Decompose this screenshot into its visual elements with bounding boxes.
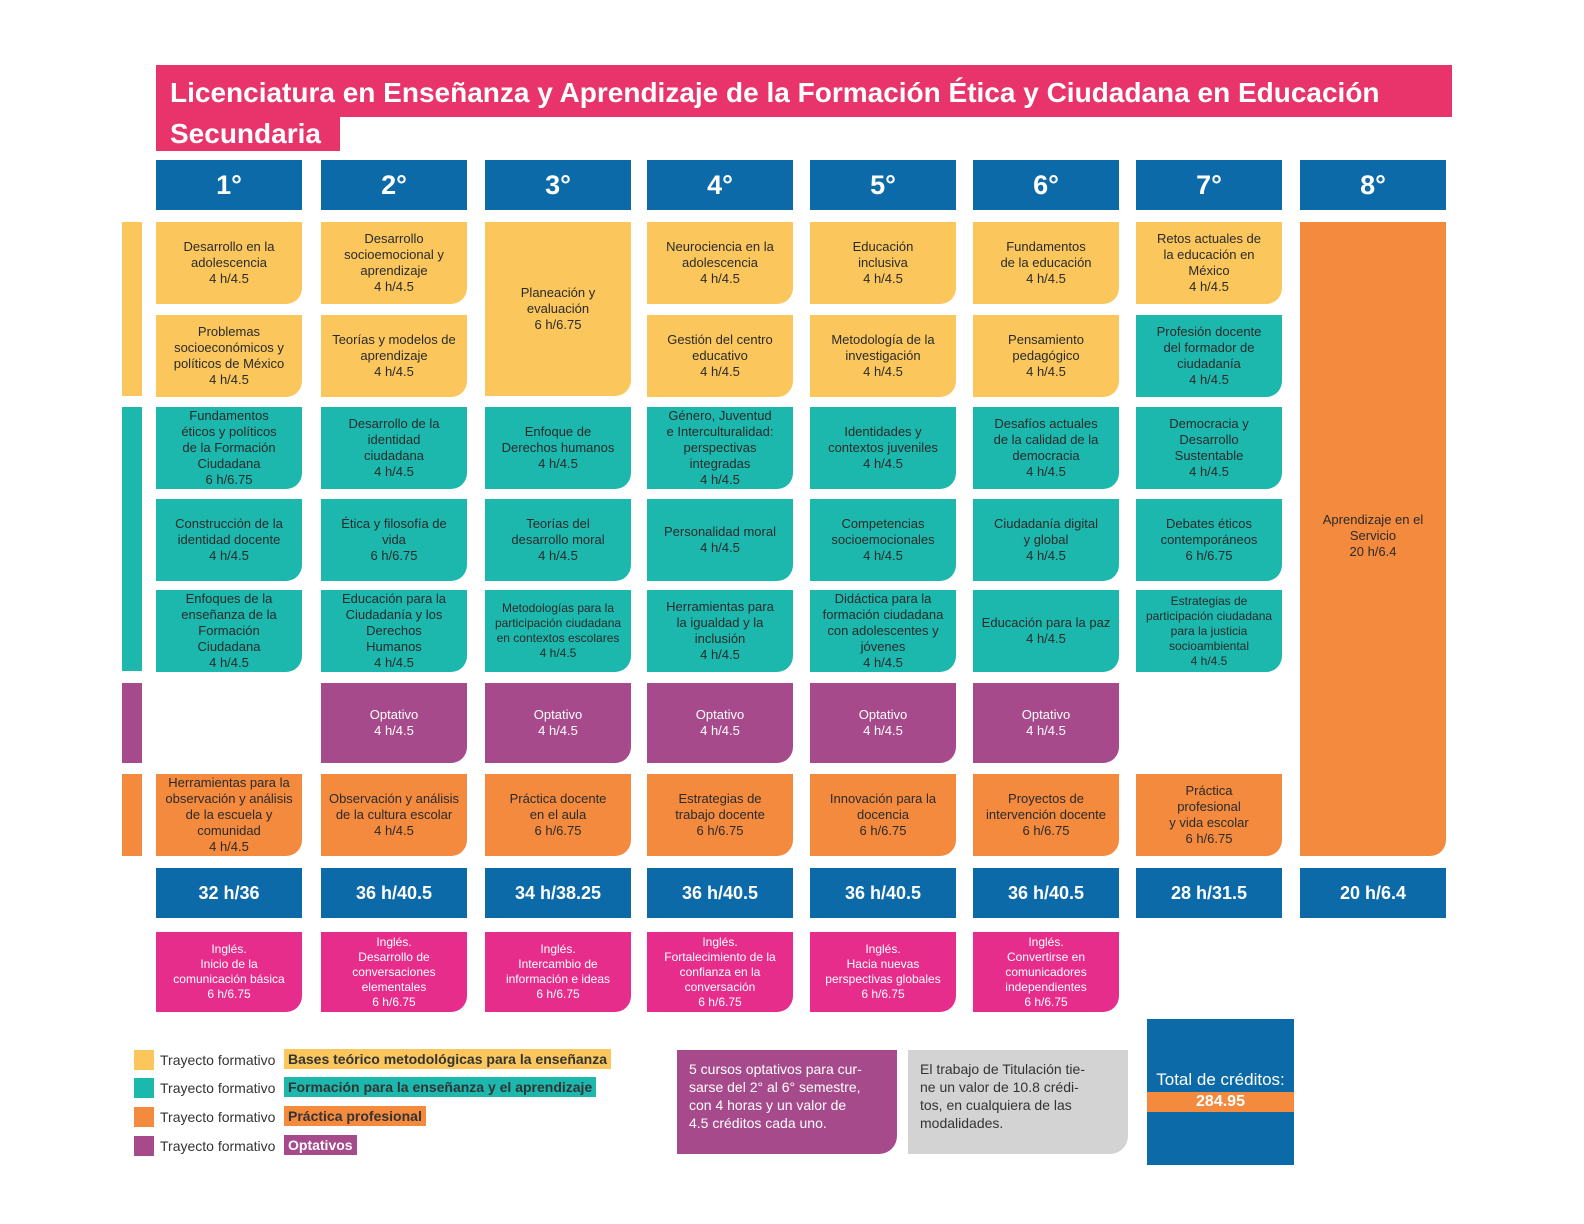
title-line-1: Licenciatura en Enseñanza y Aprendizaje … [170, 77, 1380, 108]
course-card: Desarrollo socioemocional y aprendizaje … [321, 222, 467, 304]
legend-swatch-bases [134, 1050, 154, 1070]
course-card: Democracia y Desarrollo Sustentable 4 h/… [1136, 407, 1282, 489]
title-line-2: Secundaria [170, 118, 321, 149]
semester-total-6: 36 h/40.5 [973, 868, 1119, 918]
semester-total-4: 36 h/40.5 [647, 868, 793, 918]
course-card: Metodología de la investigación 4 h/4.5 [810, 315, 956, 397]
english-card: Inglés. Inicio de la comunicación básica… [156, 932, 302, 1012]
note-titulacion: El trabajo de Titulación tie- ne un valo… [908, 1050, 1128, 1154]
course-card: Estrategias de participación ciudadana p… [1136, 590, 1282, 672]
course-card: Personalidad moral 4 h/4.5 [647, 499, 793, 581]
english-card: Inglés. Convertirse en comunicadores ind… [973, 932, 1119, 1012]
course-card: Gestión del centro educativo 4 h/4.5 [647, 315, 793, 397]
legend-label-optativos: Optativos [284, 1135, 357, 1155]
total-credits-value: 284.95 [1147, 1092, 1294, 1112]
english-card: Inglés. Hacia nuevas perspectivas global… [810, 932, 956, 1012]
course-card: Problemas socioeconómicos y políticos de… [156, 315, 302, 397]
optativo-card: Optativo 4 h/4.5 [647, 683, 793, 763]
course-card: Enfoques de la enseñanza de la Formación… [156, 590, 302, 672]
course-card: Ética y filosofía de vida 6 h/6.75 [321, 499, 467, 581]
optativo-card: Optativo 4 h/4.5 [485, 683, 631, 763]
course-card: Competencias socioemocionales 4 h/4.5 [810, 499, 956, 581]
course-card: Teorías del desarrollo moral 4 h/4.5 [485, 499, 631, 581]
course-card: Ciudadanía digital y global 4 h/4.5 [973, 499, 1119, 581]
course-card: Planeación y evaluación 6 h/6.75 [485, 222, 631, 396]
semester-header-4: 4° [647, 160, 793, 210]
optativo-card: Optativo 4 h/4.5 [973, 683, 1119, 763]
course-card: Retos actuales de la educación en México… [1136, 222, 1282, 304]
trayecto-bar-optativos [122, 683, 142, 763]
optativo-card: Optativo 4 h/4.5 [321, 683, 467, 763]
practice-card: Proyectos de intervención docente 6 h/6.… [973, 774, 1119, 856]
practice-card: Observación y análisis de la cultura esc… [321, 774, 467, 856]
optativo-card: Optativo 4 h/4.5 [810, 683, 956, 763]
course-card: Educación inclusiva 4 h/4.5 [810, 222, 956, 304]
course-card: Metodologías para la participación ciuda… [485, 590, 631, 672]
service-learning-card: Aprendizaje en el Servicio 20 h/6.4 [1300, 222, 1446, 856]
course-card: Educación para la paz 4 h/4.5 [973, 590, 1119, 672]
course-card: Identidades y contextos juveniles 4 h/4.… [810, 407, 956, 489]
course-card: Teorías y modelos de aprendizaje 4 h/4.5 [321, 315, 467, 397]
semester-header-7: 7° [1136, 160, 1282, 210]
semester-total-8: 20 h/6.4 [1300, 868, 1446, 918]
legend-prefix: Trayecto formativo [160, 1138, 276, 1154]
course-card: Fundamentos de la educación 4 h/4.5 [973, 222, 1119, 304]
semester-header-1: 1° [156, 160, 302, 210]
course-card: Pensamiento pedagógico 4 h/4.5 [973, 315, 1119, 397]
semester-header-8: 8° [1300, 160, 1446, 210]
course-card: Educación para la Ciudadanía y los Derec… [321, 590, 467, 672]
course-card: Desarrollo de la identidad ciudadana 4 h… [321, 407, 467, 489]
trayecto-bar-formacion [122, 407, 142, 671]
course-card: Herramientas para la igualdad y la inclu… [647, 590, 793, 672]
legend-label-formacion: Formación para la enseñanza y el aprendi… [284, 1077, 597, 1097]
page-title-continuation: Secundaria [156, 116, 340, 151]
course-card: Didáctica para la formación ciudadana co… [810, 590, 956, 672]
semester-total-7: 28 h/31.5 [1136, 868, 1282, 918]
trayecto-bar-bases [122, 222, 142, 396]
practice-card: Práctica docente en el aula 6 h/6.75 [485, 774, 631, 856]
practice-card: Herramientas para la observación y análi… [156, 774, 302, 856]
course-card: Construcción de la identidad docente 4 h… [156, 499, 302, 581]
legend-prefix: Trayecto formativo [160, 1109, 276, 1125]
course-card: Neurociencia en la adolescencia 4 h/4.5 [647, 222, 793, 304]
semester-total-1: 32 h/36 [156, 868, 302, 918]
page-title: Licenciatura en Enseñanza y Aprendizaje … [156, 65, 1452, 117]
practice-card: Práctica profesional y vida escolar 6 h/… [1136, 774, 1282, 856]
english-card: Inglés. Desarrollo de conversaciones ele… [321, 932, 467, 1012]
semester-total-3: 34 h/38.25 [485, 868, 631, 918]
practice-card: Estrategias de trabajo docente 6 h/6.75 [647, 774, 793, 856]
semester-header-2: 2° [321, 160, 467, 210]
semester-total-2: 36 h/40.5 [321, 868, 467, 918]
legend-swatch-formacion [134, 1078, 154, 1098]
course-card: Desarrollo en la adolescencia 4 h/4.5 [156, 222, 302, 304]
semester-header-5: 5° [810, 160, 956, 210]
english-card: Inglés. Intercambio de información e ide… [485, 932, 631, 1012]
legend-swatch-optativos [134, 1136, 154, 1156]
legend-label-bases: Bases teórico metodológicas para la ense… [284, 1049, 612, 1069]
english-card: Inglés. Fortalecimiento de la confianza … [647, 932, 793, 1012]
legend-label-practica: Práctica profesional [284, 1106, 426, 1126]
course-card: Género, Juventud e Interculturalidad: pe… [647, 407, 793, 489]
legend-prefix: Trayecto formativo [160, 1080, 276, 1096]
total-credits-label: Total de créditos: [1156, 1070, 1285, 1089]
legend-swatch-practica [134, 1107, 154, 1127]
course-card: Debates éticos contemporáneos 6 h/6.75 [1136, 499, 1282, 581]
course-card: Desafíos actuales de la calidad de la de… [973, 407, 1119, 489]
note-optativos: 5 cursos optativos para cur- sarse del 2… [677, 1050, 897, 1154]
course-card: Enfoque de Derechos humanos 4 h/4.5 [485, 407, 631, 489]
semester-header-6: 6° [973, 160, 1119, 210]
legend-prefix: Trayecto formativo [160, 1052, 276, 1068]
course-card: Profesión docente del formador de ciudad… [1136, 315, 1282, 397]
trayecto-bar-practica [122, 774, 142, 856]
semester-header-3: 3° [485, 160, 631, 210]
semester-total-5: 36 h/40.5 [810, 868, 956, 918]
practice-card: Innovación para la docencia 6 h/6.75 [810, 774, 956, 856]
course-card: Fundamentos éticos y políticos de la For… [156, 407, 302, 489]
